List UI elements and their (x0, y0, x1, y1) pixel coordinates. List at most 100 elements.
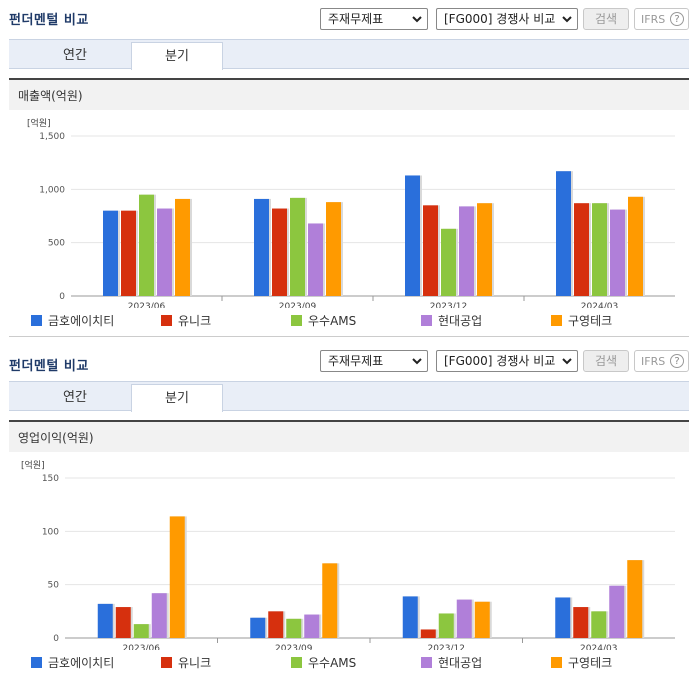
bar (402, 596, 418, 638)
legend-swatch (161, 315, 172, 326)
legend-item[interactable]: 구영테크 (551, 312, 612, 329)
bar (121, 210, 136, 296)
search-button[interactable]: 검색 (583, 350, 629, 372)
bar (459, 206, 474, 296)
chart-panel-title: 영업이익(억원) (18, 431, 94, 445)
bar (423, 205, 438, 296)
bar (326, 202, 341, 296)
help-icon[interactable]: ? (670, 354, 684, 368)
bar (268, 611, 284, 638)
compare-group-select[interactable]: [FG000] 경쟁사 비교 (436, 350, 578, 372)
bar (592, 203, 607, 296)
chart-legend: 금호에이치티 유니크 우수AMS 현대공업 구영테크 (9, 654, 689, 672)
bar (591, 611, 607, 638)
x-tick-label: 2024/03 (580, 644, 617, 650)
help-icon[interactable]: ? (670, 12, 684, 26)
legend-label: 구영테크 (568, 656, 613, 670)
bar (103, 210, 118, 296)
bar (573, 607, 589, 638)
x-tick-label: 2023/12 (428, 644, 465, 650)
bar (151, 593, 167, 638)
ifrs-button[interactable]: IFRS ? (634, 8, 689, 30)
chart-panel-header: 영업이익(억원) (9, 420, 689, 452)
ifrs-button[interactable]: IFRS ? (634, 350, 689, 372)
ifrs-label: IFRS (641, 355, 666, 368)
legend-item[interactable]: 현대공업 (421, 312, 482, 329)
bar (304, 614, 320, 638)
bar (250, 617, 266, 638)
legend-label: 우수AMS (308, 656, 357, 670)
fundamental-section-revenue: 펀더멘털 비교 주재무제표 [FG000] 경쟁사 비교 검색 IFRS ? 연… (9, 8, 689, 337)
chevron-down-icon (562, 16, 572, 23)
legend-item[interactable]: 금호에이치티 (31, 312, 114, 329)
bar (628, 196, 643, 296)
bar (574, 203, 589, 296)
legend-item[interactable]: 우수AMS (291, 654, 356, 671)
operating-profit-bar-chart: [억원] 0 50 100 150 2023/06 2023/09 2023/12 2024/0… (21, 459, 675, 650)
legend-swatch (291, 657, 302, 668)
legend-swatch (291, 315, 302, 326)
legend-label: 구영테크 (568, 314, 613, 328)
bar (555, 597, 571, 638)
legend-label: 현대공업 (438, 656, 483, 670)
tab-annual[interactable]: 연간 (63, 390, 87, 405)
bar (308, 223, 323, 296)
y-tick-label: 50 (48, 581, 60, 591)
bar (169, 516, 185, 638)
bar (272, 208, 287, 296)
fundamental-section-operating-profit: 펀더멘털 비교 주재무제표 [FG000] 경쟁사 비교 검색 IFRS ? 연… (0, 342, 696, 684)
tab-quarterly[interactable]: 분기 (131, 42, 223, 70)
bar (420, 629, 436, 638)
legend-item[interactable]: 유니크 (161, 654, 211, 671)
bar (290, 197, 305, 296)
legend-label: 우수AMS (308, 314, 357, 328)
section-title: 펀더멘털 비교 (9, 13, 89, 28)
legend-swatch (161, 657, 172, 668)
y-tick-label: 0 (59, 292, 65, 302)
legend-swatch (551, 315, 562, 326)
legend-item[interactable]: 구영테크 (551, 654, 612, 671)
legend-label: 금호에이치티 (48, 314, 115, 328)
legend-label: 유니크 (178, 656, 212, 670)
compare-group-value: [FG000] 경쟁사 비교 (444, 354, 556, 368)
x-tick-label: 2023/09 (279, 302, 317, 308)
legend-swatch (421, 315, 432, 326)
y-tick-label: 1,500 (39, 132, 65, 142)
y-tick-label: 150 (42, 474, 59, 484)
bar (456, 599, 472, 638)
statement-type-select[interactable]: 주재무제표 (320, 350, 428, 372)
bar (139, 194, 154, 296)
search-button[interactable]: 검색 (583, 8, 629, 30)
bar (438, 613, 454, 638)
legend-item[interactable]: 금호에이치티 (31, 654, 114, 671)
statement-type-select[interactable]: 주재무제표 (320, 8, 428, 30)
bar (627, 560, 643, 638)
period-tabbar: 연간 분기 (9, 381, 689, 412)
bar (97, 603, 113, 638)
compare-group-select[interactable]: [FG000] 경쟁사 비교 (436, 8, 578, 30)
bar (609, 585, 625, 638)
bar (157, 208, 172, 296)
x-tick-label: 2023/12 (430, 302, 467, 308)
chart-panel-header: 매출액(억원) (9, 78, 689, 110)
legend-item[interactable]: 우수AMS (291, 312, 356, 329)
ifrs-label: IFRS (641, 13, 666, 26)
chevron-down-icon (412, 16, 422, 23)
legend-label: 유니크 (178, 314, 212, 328)
tab-annual[interactable]: 연간 (63, 48, 87, 63)
compare-group-value: [FG000] 경쟁사 비교 (444, 12, 556, 26)
chart-legend: 금호에이치티 유니크 우수AMS 현대공업 구영테크 (9, 312, 689, 330)
tab-quarterly[interactable]: 분기 (131, 384, 223, 412)
x-tick-label: 2023/06 (123, 644, 161, 650)
x-tick-label: 2024/03 (581, 302, 618, 308)
chart-panel-title: 매출액(억원) (18, 89, 83, 103)
bar (556, 171, 571, 296)
bar (477, 203, 492, 296)
statement-type-value: 주재무제표 (328, 354, 384, 368)
y-tick-label: 100 (42, 527, 59, 537)
y-tick-label: 0 (53, 634, 59, 644)
x-tick-label: 2023/06 (128, 302, 166, 308)
legend-item[interactable]: 현대공업 (421, 654, 482, 671)
y-tick-label: 500 (48, 239, 65, 249)
legend-item[interactable]: 유니크 (161, 312, 211, 329)
